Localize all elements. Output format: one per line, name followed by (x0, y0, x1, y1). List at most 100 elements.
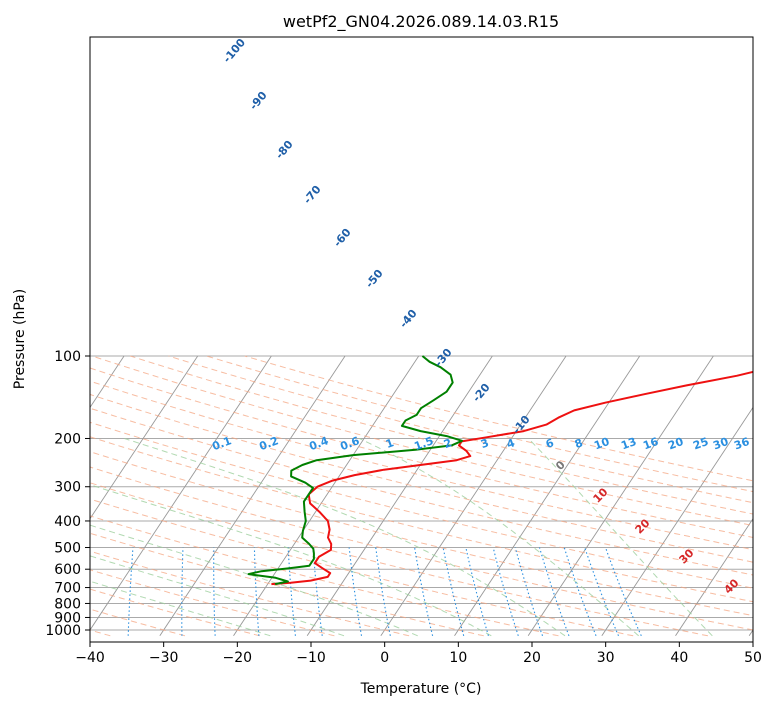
mixing-ratio-line (253, 547, 260, 636)
mixing-ratio-line (563, 547, 597, 636)
mixing-ratio-label: 13 (619, 435, 638, 452)
isotherm-line (527, 355, 714, 637)
moist-adiabat (527, 438, 713, 637)
isotherm-label: -60 (331, 226, 354, 250)
mixing-ratio-line (538, 547, 570, 637)
theta-label: 10 (591, 485, 611, 505)
annotations: -100-90-80-70-60-50-40-30-20-10102030400… (210, 36, 751, 597)
mixing-ratio-label: 0.4 (307, 434, 330, 453)
theta-label: 20 (633, 516, 653, 536)
isotherm-label: -90 (247, 89, 270, 113)
dry-adiabat (90, 608, 186, 637)
dry-adiabat (90, 532, 484, 637)
theta-label: 40 (722, 576, 742, 596)
dry-adiabat (90, 482, 709, 637)
dry-adiabat (130, 355, 753, 515)
mixing-ratio-label: 1 (384, 436, 396, 451)
x-tick-label: −20 (223, 650, 253, 666)
isotherm-line (159, 355, 346, 637)
mixing-ratio-label: 16 (641, 435, 660, 453)
y-tick-label: 900 (54, 610, 81, 626)
plot-frame (89, 36, 754, 643)
dry-adiabat (90, 550, 410, 637)
dry-adiabats (90, 355, 753, 637)
mixing-ratio-label: 25 (691, 435, 710, 452)
isotherm-line (0, 356, 50, 636)
profile-series (247, 355, 753, 586)
mixing-ratio-label: 20 (666, 435, 685, 453)
isotherm-label: -30 (432, 346, 455, 370)
mixing-ratio-label: 8 (573, 436, 585, 451)
mixing-ratio-line (414, 547, 434, 636)
y-tick-label: 400 (54, 514, 81, 530)
y-tick-label: 100 (54, 349, 81, 365)
isotherm-line (306, 355, 493, 637)
dry-adiabat (90, 421, 753, 589)
mixing-ratio-label: 0.1 (210, 434, 233, 453)
y-tick-label: 600 (54, 562, 81, 578)
dry-adiabat (90, 498, 634, 637)
mixing-ratio-line (584, 547, 620, 637)
mixing-ratio-label: 6 (544, 436, 556, 451)
dewpoint-line (247, 355, 463, 586)
mixing-ratio-line (465, 547, 489, 636)
dry-adiabat (90, 393, 753, 563)
mixing-ratio-label: 36 (732, 435, 751, 453)
mixing-ratio-line (213, 547, 216, 636)
x-tick-label: −40 (75, 650, 105, 666)
dry-adiabat (90, 466, 753, 631)
x-axis-label: Temperature (°C) (360, 681, 482, 697)
mixing-ratio-label: 0.6 (338, 434, 361, 453)
y-axis-label: Pressure (hPa) (12, 289, 28, 389)
mixing-ratio-line (127, 547, 134, 636)
dry-adiabat (90, 436, 753, 603)
isotherm-line (90, 355, 199, 520)
dry-adiabat (90, 451, 753, 617)
isotherm-line (90, 355, 272, 631)
x-tick-label: −30 (149, 650, 179, 666)
isotherm-label: -50 (363, 267, 386, 291)
moist-adiabat (90, 580, 271, 637)
temperature-line (271, 370, 753, 586)
mixing-ratio-label: 4 (505, 436, 517, 451)
dry-adiabat (90, 588, 260, 637)
theta-label: 30 (677, 546, 697, 566)
mixing-ratio-line (375, 547, 391, 636)
mixing-ratio-label: 30 (711, 435, 730, 453)
x-tick-label: 40 (670, 650, 688, 666)
moist-adiabat (90, 484, 492, 637)
dry-adiabat (90, 569, 335, 637)
y-tick-label: 1000 (45, 623, 81, 639)
x-tick-label: 20 (523, 650, 541, 666)
y-tick-label: 300 (54, 480, 81, 496)
dry-adiabat (206, 355, 753, 493)
x-tick-label: 0 (380, 650, 389, 666)
y-tick-label: 700 (54, 581, 81, 597)
isotherm-line (601, 406, 753, 637)
dry-adiabat (90, 380, 753, 551)
mixing-ratio-line (181, 547, 184, 636)
moist-adiabat (124, 438, 566, 637)
mixing-ratio-line (442, 547, 465, 636)
isotherm-label: -70 (301, 183, 324, 207)
dry-adiabat (90, 367, 753, 538)
mixing-ratio-line (514, 547, 544, 636)
mixing-ratio-lines (127, 547, 642, 637)
isotherm-grid (0, 355, 753, 637)
moist-adiabat (359, 438, 640, 637)
plot-area (0, 355, 753, 637)
mixing-ratio-label: 10 (592, 435, 611, 453)
x-axis: −40 −30 −20 −10 0 10 20 30 40 50 (75, 642, 762, 666)
y-tick-label: 800 (54, 596, 81, 612)
isotherm-line (233, 355, 420, 637)
mixing-ratio-label: 1.5 (412, 434, 435, 453)
y-tick-label: 200 (54, 431, 81, 447)
isotherm-line (675, 517, 753, 637)
isotherm-line (90, 355, 125, 409)
x-tick-label: 50 (744, 650, 762, 666)
dry-adiabat (91, 355, 753, 527)
isotherm-line (380, 355, 567, 637)
mixing-ratio-label: 0.2 (257, 434, 280, 453)
